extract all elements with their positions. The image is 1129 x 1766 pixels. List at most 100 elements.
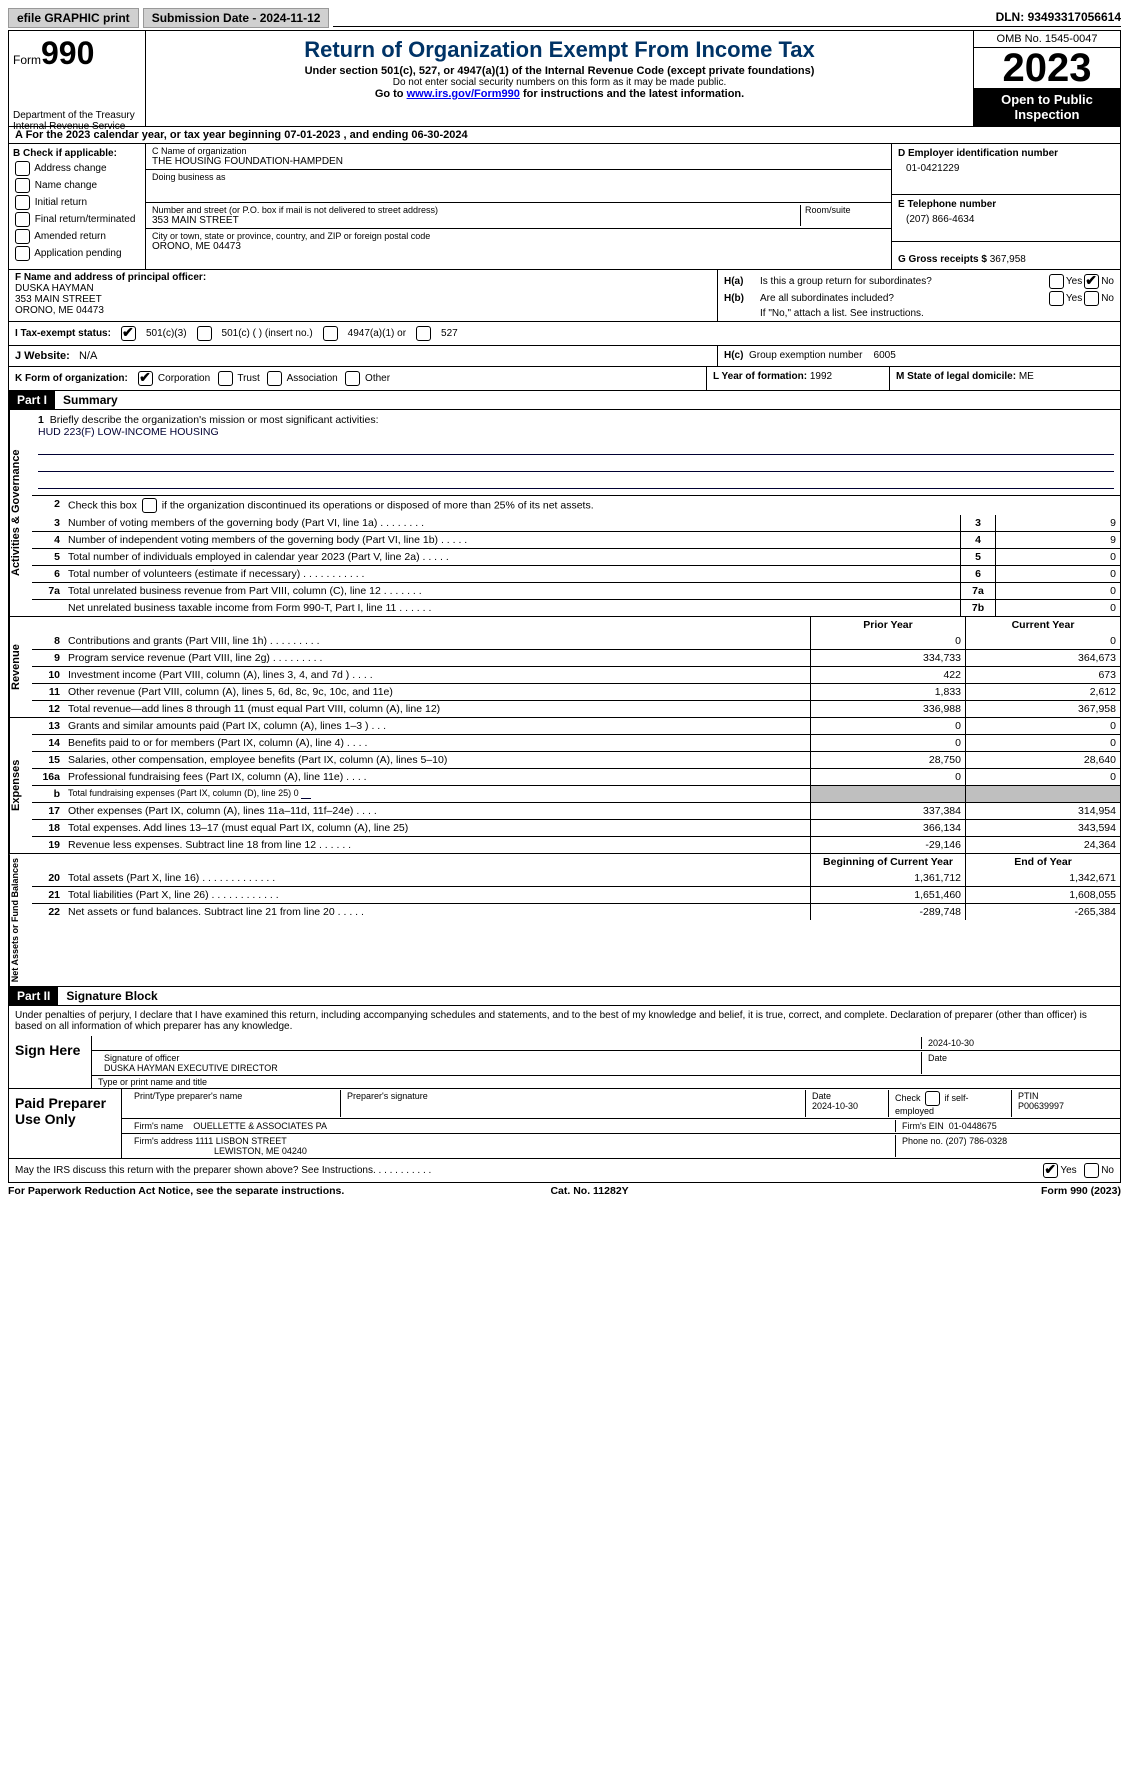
k-other[interactable] [345, 371, 360, 386]
vtab-nab: Net Assets or Fund Balances [9, 854, 32, 986]
ha-no[interactable] [1084, 274, 1099, 289]
ein: 01-0421229 [906, 163, 1114, 174]
col-f: F Name and address of principal officer:… [9, 270, 718, 321]
vtab-ag: Activities & Governance [9, 410, 32, 616]
year-formed: 1992 [810, 371, 832, 382]
efile-btn[interactable]: efile GRAPHIC print [8, 8, 139, 28]
section-fh: F Name and address of principal officer:… [8, 270, 1121, 322]
hb-yes[interactable] [1049, 291, 1064, 306]
col-c: C Name of organizationTHE HOUSING FOUNDA… [146, 144, 891, 269]
sign-here: Sign Here 2024-10-30 Signature of office… [8, 1036, 1121, 1089]
line2-cb[interactable] [142, 498, 157, 513]
line-10: 10Investment income (Part VIII, column (… [32, 666, 1120, 683]
self-emp-cb[interactable] [925, 1091, 940, 1106]
part2-hdr: Part IISignature Block [8, 987, 1121, 1006]
header-left: Form990 Department of the Treasury Inter… [9, 31, 146, 126]
subdate-btn: Submission Date - 2024-11-12 [143, 8, 330, 28]
line-19: 19Revenue less expenses. Subtract line 1… [32, 836, 1120, 853]
row-a: A For the 2023 calendar year, or tax yea… [8, 127, 1121, 144]
discuss-yes[interactable] [1043, 1163, 1058, 1178]
line-3: 3Number of voting members of the governi… [32, 515, 1120, 531]
col-de: D Employer identification number01-04212… [891, 144, 1120, 269]
phone: (207) 866-4634 [906, 214, 1114, 225]
cb-amended: Amended return [13, 229, 141, 244]
part1-hdr: Part ISummary [8, 391, 1121, 410]
street: 353 MAIN STREET [152, 215, 796, 226]
line-22: 22Net assets or fund balances. Subtract … [32, 903, 1120, 920]
row-i: I Tax-exempt status: 501(c)(3) 501(c) ( … [8, 322, 1121, 346]
discuss-no[interactable] [1084, 1163, 1099, 1178]
line-11: 11Other revenue (Part VIII, column (A), … [32, 683, 1120, 700]
group-exempt: 6005 [874, 350, 896, 361]
k-assoc[interactable] [267, 371, 282, 386]
line-16a: 16aProfessional fundraising fees (Part I… [32, 768, 1120, 785]
vtab-exp: Expenses [9, 718, 32, 853]
line-7a: 7aTotal unrelated business revenue from … [32, 582, 1120, 599]
officer-sig: DUSKA HAYMAN EXECUTIVE DIRECTOR [104, 1063, 278, 1073]
cb-final: Final return/terminated [13, 212, 141, 227]
i-527[interactable] [416, 326, 431, 341]
i-4947[interactable] [323, 326, 338, 341]
sec-activities: Activities & Governance 1 Briefly descri… [8, 410, 1121, 617]
k-trust[interactable] [218, 371, 233, 386]
line-9: 9Program service revenue (Part VIII, lin… [32, 649, 1120, 666]
row-j-hc: J Website: N/A H(c) Group exemption numb… [8, 346, 1121, 367]
gross-receipts: 367,958 [990, 254, 1026, 265]
org-name: THE HOUSING FOUNDATION-HAMPDEN [152, 156, 885, 167]
firm-phone: (207) 786-0328 [946, 1136, 1008, 1146]
officer-name: DUSKA HAYMAN [15, 283, 711, 294]
form-title: Return of Organization Exempt From Incom… [152, 37, 967, 63]
paid-preparer: Paid Preparer Use Only Print/Type prepar… [8, 1089, 1121, 1159]
cb-name: Name change [13, 178, 141, 193]
header-right: OMB No. 1545-0047 2023 Open to Public In… [973, 31, 1120, 126]
domicile: ME [1019, 371, 1034, 382]
i-501c3[interactable] [121, 326, 136, 341]
footer: For Paperwork Reduction Act Notice, see … [8, 1185, 1121, 1197]
line-18: 18Total expenses. Add lines 13–17 (must … [32, 819, 1120, 836]
discuss-row: May the IRS discuss this return with the… [8, 1159, 1121, 1183]
section-bcde: B Check if applicable: Address change Na… [8, 144, 1121, 270]
dept: Department of the Treasury [13, 110, 141, 121]
city-state: ORONO, ME 04473 [152, 241, 885, 252]
mission-text: HUD 223(F) LOW-INCOME HOUSING [38, 426, 1114, 438]
header-center: Return of Organization Exempt From Incom… [146, 31, 973, 126]
firm-ein: 01-0448675 [949, 1121, 997, 1131]
i-501c[interactable] [197, 326, 212, 341]
sec-netassets: Net Assets or Fund Balances Beginning of… [8, 854, 1121, 987]
line-12: 12Total revenue—add lines 8 through 11 (… [32, 700, 1120, 717]
goto: Go to www.irs.gov/Form990 for instructio… [152, 88, 967, 100]
line-20: 20Total assets (Part X, line 16) . . . .… [32, 870, 1120, 886]
line-21: 21Total liabilities (Part X, line 26) . … [32, 886, 1120, 903]
cb-pending: Application pending [13, 246, 141, 261]
cb-initial: Initial return [13, 195, 141, 210]
hb-no[interactable] [1084, 291, 1099, 306]
line-6: 6Total number of volunteers (estimate if… [32, 565, 1120, 582]
cb-address: Address change [13, 161, 141, 176]
sig-declaration: Under penalties of perjury, I declare th… [8, 1006, 1121, 1036]
goto-link[interactable]: www.irs.gov/Form990 [407, 88, 520, 100]
ptin: P00639997 [1018, 1101, 1064, 1111]
line-b: bTotal fundraising expenses (Part IX, co… [32, 785, 1120, 802]
col-b: B Check if applicable: Address change Na… [9, 144, 146, 269]
header: Form990 Department of the Treasury Inter… [8, 30, 1121, 127]
sec-expenses: Expenses 13Grants and similar amounts pa… [8, 718, 1121, 854]
line-4: 4Number of independent voting members of… [32, 531, 1120, 548]
dln: DLN: 93493317056614 [333, 10, 1121, 27]
firm-name: OUELLETTE & ASSOCIATES PA [193, 1121, 327, 1131]
row-klm: K Form of organization: Corporation Trus… [8, 367, 1121, 391]
tax-year: 2023 [974, 48, 1120, 88]
line-7b: Net unrelated business taxable income fr… [32, 599, 1120, 616]
line-14: 14Benefits paid to or for members (Part … [32, 734, 1120, 751]
sec-revenue: Revenue Prior YearCurrent Year 8Contribu… [8, 617, 1121, 718]
k-corp[interactable] [138, 371, 153, 386]
line-15: 15Salaries, other compensation, employee… [32, 751, 1120, 768]
line-17: 17Other expenses (Part IX, column (A), l… [32, 802, 1120, 819]
open-inspect: Open to Public Inspection [974, 88, 1120, 126]
topbar: efile GRAPHIC print Submission Date - 20… [8, 8, 1121, 28]
subtitle: Under section 501(c), 527, or 4947(a)(1)… [152, 65, 967, 77]
ha-yes[interactable] [1049, 274, 1064, 289]
line-5: 5Total number of individuals employed in… [32, 548, 1120, 565]
line-13: 13Grants and similar amounts paid (Part … [32, 718, 1120, 734]
ssn-note: Do not enter social security numbers on … [152, 77, 967, 88]
line1: 1 Briefly describe the organization's mi… [32, 410, 1120, 495]
